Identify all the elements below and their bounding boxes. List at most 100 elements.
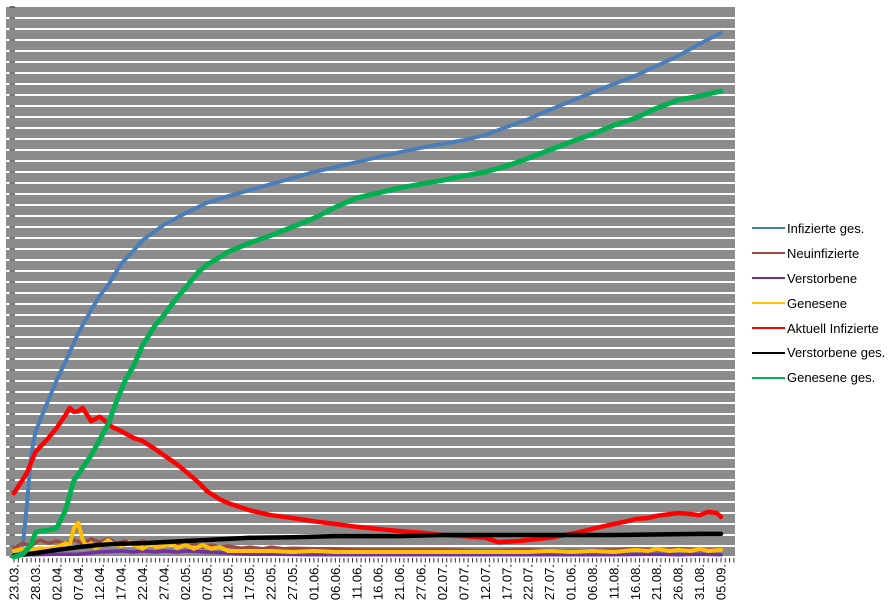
y-axis-tick bbox=[9, 171, 15, 173]
legend-label: Aktuell Infizierte bbox=[787, 320, 879, 336]
y-axis-tick bbox=[9, 303, 15, 305]
y-axis-tick bbox=[9, 534, 15, 536]
x-axis-label: 23.03. bbox=[7, 564, 22, 600]
x-axis-label: 07.05. bbox=[199, 564, 214, 600]
y-axis-tick bbox=[9, 259, 15, 261]
x-axis-label: 01.06. bbox=[306, 564, 321, 600]
y-axis-tick bbox=[9, 468, 15, 470]
x-axis-label: 21.08. bbox=[649, 564, 664, 600]
legend-swatch-line bbox=[752, 327, 785, 329]
y-axis-tick bbox=[9, 248, 15, 250]
y-axis-tick bbox=[9, 226, 15, 228]
y-axis-tick bbox=[9, 94, 15, 96]
y-axis-tick bbox=[9, 358, 15, 360]
y-axis-tick bbox=[9, 413, 15, 415]
legend-label: Neuinfizierte bbox=[787, 245, 860, 261]
y-axis-tick bbox=[9, 314, 15, 316]
legend-swatch-line bbox=[752, 277, 785, 280]
series-line-verstorbene bbox=[12, 549, 723, 557]
y-axis-tick bbox=[9, 501, 15, 503]
x-axis-label: 02.07. bbox=[435, 564, 450, 600]
x-axis-label: 06.06. bbox=[328, 564, 343, 600]
legend-swatch-line bbox=[752, 252, 785, 255]
x-axis-label: 02.04. bbox=[49, 564, 64, 600]
x-axis-label: 16.06. bbox=[371, 564, 386, 600]
y-axis-tick bbox=[9, 402, 15, 404]
y-axis-tick bbox=[9, 490, 15, 492]
series-line-infizierte-ges bbox=[12, 30, 723, 558]
y-axis-tick bbox=[9, 204, 15, 206]
series-line-aktuell-infizierte bbox=[11, 405, 724, 545]
y-axis-tick bbox=[9, 116, 15, 118]
x-axis-label: 22.05. bbox=[264, 564, 279, 600]
x-axis-label: 06.08. bbox=[585, 564, 600, 600]
y-axis-tick bbox=[9, 127, 15, 129]
x-axis-label: 12.04. bbox=[92, 564, 107, 600]
y-axis-tick bbox=[9, 61, 15, 63]
x-axis-label: 27.07. bbox=[542, 564, 557, 600]
x-axis-label: 27.06. bbox=[414, 564, 429, 600]
y-axis-tick bbox=[9, 523, 15, 525]
y-axis-tick bbox=[9, 160, 15, 162]
legend-label: Genesene bbox=[787, 295, 847, 311]
series-line-genesene bbox=[12, 520, 723, 554]
x-axis-label: 17.07. bbox=[499, 564, 514, 600]
y-axis-tick bbox=[9, 83, 15, 85]
y-axis-tick bbox=[9, 28, 15, 30]
y-axis-tick bbox=[9, 270, 15, 272]
x-axis-label: 11.06. bbox=[349, 564, 364, 599]
y-axis-tick bbox=[9, 424, 15, 426]
legend-item-infizierte-ges: Infizierte ges. bbox=[752, 216, 885, 241]
x-axis-label: 07.07. bbox=[456, 564, 471, 600]
legend-swatch-line bbox=[752, 376, 785, 379]
x-axis-label: 17.05. bbox=[242, 564, 257, 600]
y-axis-tick bbox=[9, 435, 15, 437]
legend-item-aktuell-infizierte: Aktuell Infizierte bbox=[752, 316, 885, 341]
y-axis-tick bbox=[9, 325, 15, 327]
y-axis-tick bbox=[9, 545, 15, 547]
y-axis-tick bbox=[9, 380, 15, 382]
legend-item-neuinfizierte: Neuinfizierte bbox=[752, 241, 885, 266]
x-axis-label: 02.05. bbox=[178, 564, 193, 600]
series-line-genesene-ges bbox=[11, 88, 724, 560]
x-axis-label: 05.09. bbox=[714, 564, 729, 600]
legend-label: Verstorbene bbox=[787, 270, 858, 286]
y-axis-tick bbox=[9, 6, 15, 8]
y-axis-tick bbox=[9, 281, 15, 283]
x-axis-label: 16.08. bbox=[628, 564, 643, 600]
y-axis-tick bbox=[9, 457, 15, 459]
y-axis-tick bbox=[9, 17, 15, 19]
y-axis-tick bbox=[9, 149, 15, 151]
x-axis-label: 11.08. bbox=[606, 564, 621, 599]
y-axis-tick bbox=[9, 182, 15, 184]
legend-swatch-line bbox=[752, 227, 785, 230]
y-axis-tick bbox=[9, 336, 15, 338]
y-axis-tick bbox=[9, 512, 15, 514]
legend-label: Infizierte ges. bbox=[787, 220, 865, 236]
legend-label: Genesene ges. bbox=[787, 370, 876, 386]
y-axis-tick bbox=[9, 369, 15, 371]
y-axis-tick bbox=[9, 215, 15, 217]
y-axis-tick bbox=[9, 237, 15, 239]
legend-item-verstorbene-ges: Verstorbene ges. bbox=[752, 340, 885, 365]
x-axis-label: 12.05. bbox=[221, 564, 236, 600]
x-axis-label: 21.06. bbox=[392, 564, 407, 600]
legend-swatch-line bbox=[752, 351, 785, 354]
x-axis-label: 26.08. bbox=[671, 564, 686, 600]
x-axis-label: 12.07. bbox=[478, 564, 493, 600]
y-axis-tick bbox=[9, 72, 15, 74]
y-axis-tick bbox=[9, 347, 15, 349]
x-axis-label: 17.04. bbox=[114, 564, 129, 600]
legend: Infizierte ges. Neuinfizierte Verstorbene G… bbox=[752, 216, 885, 390]
legend-item-genesene-ges: Genesene ges. bbox=[752, 365, 885, 390]
legend-label: Verstorbene ges. bbox=[787, 345, 886, 361]
y-axis-tick bbox=[9, 50, 15, 52]
x-axis-label: 22.04. bbox=[135, 564, 150, 600]
y-axis-tick bbox=[9, 193, 15, 195]
legend-swatch-line bbox=[752, 302, 785, 305]
x-axis-label: 31.08. bbox=[692, 564, 707, 600]
legend-item-verstorbene: Verstorbene bbox=[752, 266, 885, 291]
y-axis-tick bbox=[9, 479, 15, 481]
